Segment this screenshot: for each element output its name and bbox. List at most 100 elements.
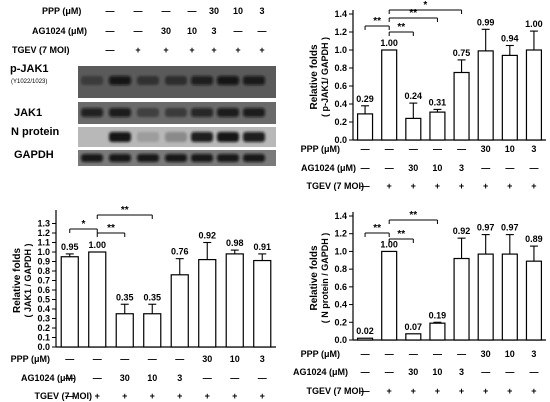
blot-band xyxy=(191,76,213,85)
condition-label: AG1024 (μM) xyxy=(301,163,356,173)
blot-band xyxy=(137,154,159,162)
blot-band xyxy=(109,108,131,117)
y-tick-label: 0.2 xyxy=(334,317,347,327)
condition-value: 30 xyxy=(481,144,491,154)
bar xyxy=(356,113,374,141)
bar xyxy=(143,313,162,348)
condition-label: TGEV (7 MOI) xyxy=(306,386,364,396)
condition-value: 10 xyxy=(147,373,157,383)
y-tick-label: 1.4 xyxy=(334,211,347,221)
condition-value: — xyxy=(433,349,442,359)
data-label: 0.97 xyxy=(477,223,495,233)
condition-label: AG1024 (μM) xyxy=(21,373,76,383)
blot-band xyxy=(191,132,213,142)
blot-condition-cell: + xyxy=(235,45,241,55)
condition-value: + xyxy=(459,181,464,191)
condition-value: — xyxy=(409,144,418,154)
condition-value: + xyxy=(260,391,265,401)
blot-band xyxy=(109,154,131,162)
condition-value: + xyxy=(387,386,392,396)
data-label: 0.94 xyxy=(501,34,519,44)
y-tick-label: 0.6 xyxy=(334,81,347,91)
blot-condition-cell: + xyxy=(211,45,217,55)
blot-strips xyxy=(78,66,276,166)
significance-label: ** xyxy=(409,8,417,19)
blot-condition-cell: — xyxy=(257,26,267,36)
data-label: 0.92 xyxy=(198,231,216,241)
significance-label: * xyxy=(423,0,427,11)
blot-condition-cell: 30 xyxy=(160,26,171,36)
blot-band xyxy=(243,154,265,162)
blot-band xyxy=(137,132,159,142)
data-label: 0.75 xyxy=(453,48,471,58)
y-tick-label: 0.4 xyxy=(334,99,347,109)
y-tick-label: 0.4 xyxy=(37,304,50,314)
condition-value: — xyxy=(433,144,442,154)
bar xyxy=(501,253,518,341)
condition-value: — xyxy=(385,144,394,154)
data-label: 0.02 xyxy=(356,326,374,336)
data-label: 0.24 xyxy=(405,91,423,101)
condition-value: — xyxy=(361,144,370,154)
blot-condition-cell: — xyxy=(105,45,115,55)
condition-value: — xyxy=(505,163,514,173)
condition-value: 30 xyxy=(408,367,418,377)
bar xyxy=(88,251,107,348)
blot-condition-cell: 3 xyxy=(211,26,217,36)
blot-band xyxy=(165,76,187,85)
condition-label: TGEV (7 MOI) xyxy=(306,181,364,191)
data-label: 0.89 xyxy=(525,234,543,244)
blot-cond-label-ag1024: AG1024 (μM) xyxy=(32,26,88,36)
y-axis-label: Relative folds xyxy=(309,245,320,310)
y-tick-label: 0.6 xyxy=(37,285,50,295)
y-tick-label: 0.8 xyxy=(37,266,50,276)
condition-value: + xyxy=(459,386,464,396)
data-label: 0.19 xyxy=(429,310,447,320)
condition-value: 30 xyxy=(481,349,491,359)
y-tick-label: 0.1 xyxy=(37,333,50,343)
condition-value: — xyxy=(361,163,370,173)
blot-band xyxy=(81,108,103,117)
condition-value: 3 xyxy=(531,349,536,359)
condition-value: — xyxy=(529,163,538,173)
blot-band xyxy=(81,132,103,142)
condition-value: — xyxy=(65,391,74,401)
significance-label: * xyxy=(82,219,86,230)
condition-value: 10 xyxy=(505,144,515,154)
condition-value: — xyxy=(385,349,394,359)
condition-value: 10 xyxy=(230,354,240,364)
condition-value: — xyxy=(120,354,129,364)
bar xyxy=(356,337,374,341)
condition-value: — xyxy=(529,367,538,377)
data-label: 0.92 xyxy=(453,226,471,236)
condition-value: 3 xyxy=(177,373,182,383)
data-label: 0.91 xyxy=(253,242,271,252)
condition-value: 10 xyxy=(505,349,515,359)
y-axis-label-ratio: ( JAK1 / GAPDH ) xyxy=(23,243,33,317)
data-label: 0.31 xyxy=(429,97,447,107)
bar xyxy=(198,258,217,348)
blot-band xyxy=(109,132,131,142)
condition-value: — xyxy=(361,349,370,359)
bar xyxy=(225,253,244,348)
blot-condition-cell: + xyxy=(163,45,169,55)
data-label: 0.97 xyxy=(501,223,519,233)
condition-value: — xyxy=(93,373,102,383)
bar xyxy=(60,256,79,348)
condition-value: — xyxy=(258,373,267,383)
condition-value: — xyxy=(457,349,466,359)
data-label: 1.00 xyxy=(525,19,543,29)
bar xyxy=(453,71,470,141)
blot-condition-cell: 30 xyxy=(208,6,219,16)
blot-row-label-pjak1: p-JAK1 xyxy=(10,63,49,75)
y-tick-label: 0.2 xyxy=(334,117,347,127)
condition-value: — xyxy=(148,354,157,364)
y-axis-label-ratio: ( N protein / GAPDH ) xyxy=(320,233,330,324)
condition-value: + xyxy=(150,391,155,401)
y-tick-label: 1.2 xyxy=(334,229,347,239)
condition-value: + xyxy=(411,386,416,396)
bar xyxy=(170,274,189,348)
condition-value: — xyxy=(65,373,74,383)
data-label: 0.29 xyxy=(356,94,374,104)
blot-band xyxy=(165,154,187,162)
